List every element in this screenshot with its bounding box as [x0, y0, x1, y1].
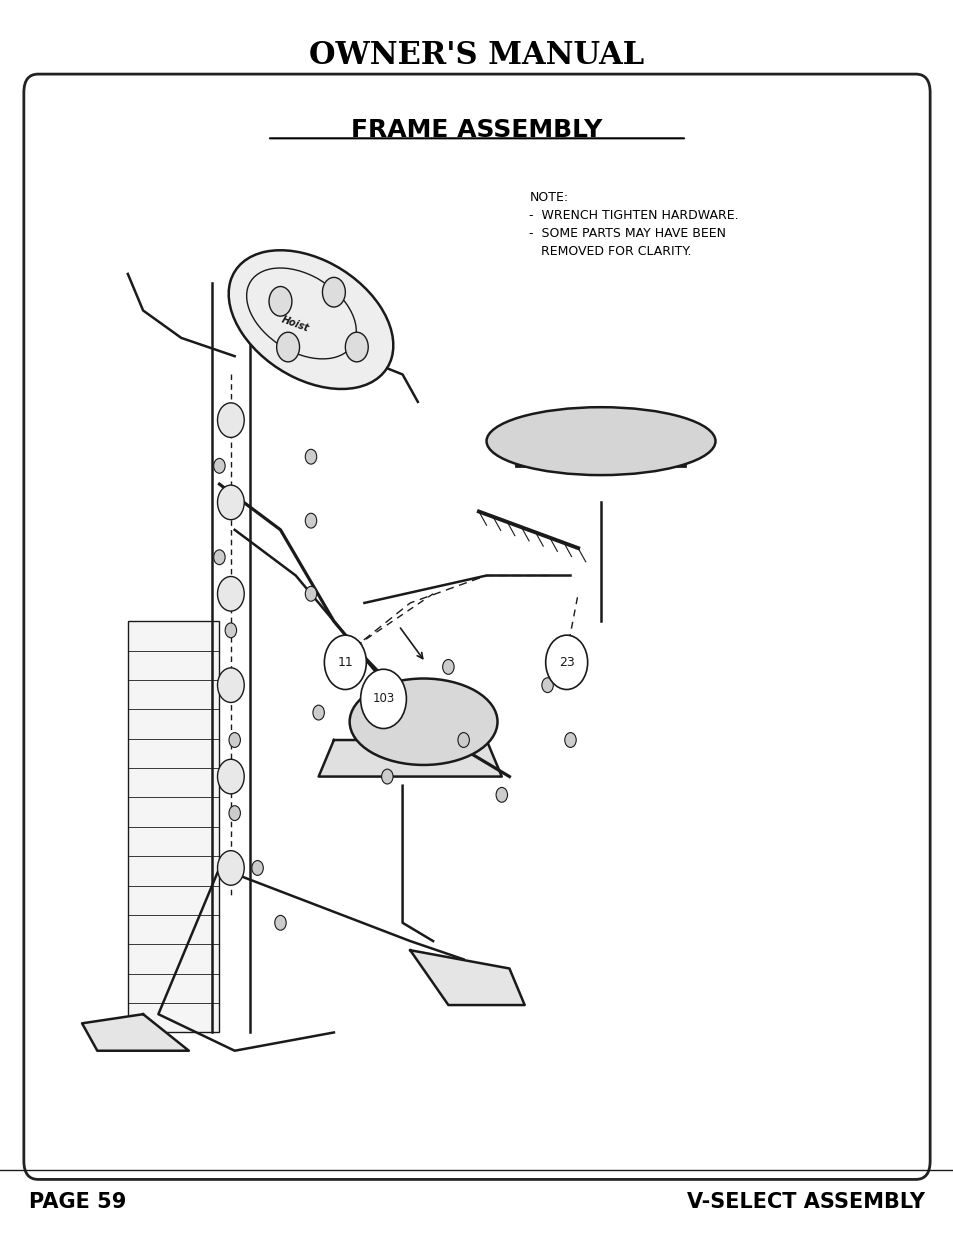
Text: OWNER'S MANUAL: OWNER'S MANUAL [309, 40, 644, 72]
Circle shape [217, 760, 244, 794]
Text: 23: 23 [558, 656, 574, 669]
Text: NOTE:
-  WRENCH TIGHTEN HARDWARE.
-  SOME PARTS MAY HAVE BEEN
   REMOVED FOR CLA: NOTE: - WRENCH TIGHTEN HARDWARE. - SOME … [529, 191, 739, 258]
Circle shape [252, 861, 263, 876]
Text: PAGE 59: PAGE 59 [29, 1192, 126, 1212]
Polygon shape [410, 950, 524, 1005]
Text: 103: 103 [372, 693, 395, 705]
Text: V-SELECT ASSEMBLY: V-SELECT ASSEMBLY [687, 1192, 924, 1212]
Circle shape [381, 769, 393, 784]
Circle shape [541, 678, 553, 693]
Circle shape [442, 659, 454, 674]
Bar [128, 621, 219, 1032]
Circle shape [225, 622, 236, 637]
Circle shape [324, 635, 366, 689]
Ellipse shape [486, 408, 715, 475]
Circle shape [217, 485, 244, 520]
Circle shape [305, 514, 316, 529]
Circle shape [360, 669, 406, 729]
Circle shape [229, 805, 240, 820]
Circle shape [274, 915, 286, 930]
Polygon shape [82, 1014, 189, 1051]
Circle shape [457, 732, 469, 747]
Polygon shape [318, 740, 501, 777]
Circle shape [313, 705, 324, 720]
Circle shape [217, 668, 244, 703]
Text: Hoist: Hoist [280, 315, 311, 333]
Ellipse shape [350, 678, 497, 764]
Circle shape [229, 732, 240, 747]
Circle shape [345, 332, 368, 362]
Circle shape [213, 550, 225, 564]
Circle shape [366, 705, 377, 720]
Circle shape [322, 278, 345, 308]
Circle shape [217, 851, 244, 885]
Circle shape [545, 635, 587, 689]
Circle shape [217, 577, 244, 611]
Circle shape [305, 587, 316, 601]
Text: 11: 11 [337, 656, 353, 669]
Circle shape [217, 403, 244, 437]
Circle shape [496, 788, 507, 803]
Circle shape [276, 332, 299, 362]
Circle shape [213, 458, 225, 473]
Circle shape [351, 641, 362, 656]
Ellipse shape [229, 251, 393, 389]
Circle shape [564, 732, 576, 747]
Text: FRAME ASSEMBLY: FRAME ASSEMBLY [351, 117, 602, 142]
Circle shape [305, 450, 316, 464]
FancyBboxPatch shape [24, 74, 929, 1179]
Circle shape [269, 287, 292, 316]
